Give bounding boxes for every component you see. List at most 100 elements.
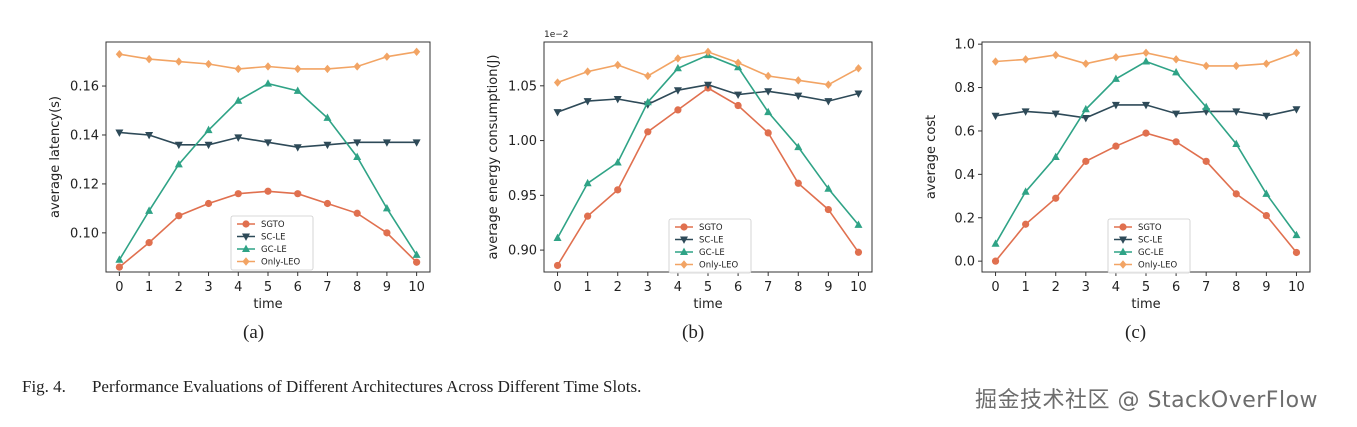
x-tick-label: 9 bbox=[383, 280, 391, 295]
figure-caption-text: Performance Evaluations of Different Arc… bbox=[91, 377, 642, 396]
data-point-sc-le bbox=[204, 141, 213, 150]
y-tick-label: 1.0 bbox=[954, 38, 975, 53]
legend-marker bbox=[242, 257, 250, 266]
y-axis-label: average latency(s) bbox=[48, 96, 63, 218]
x-tick-label: 5 bbox=[704, 280, 712, 295]
data-point-sc-le bbox=[613, 95, 622, 104]
legend-box bbox=[230, 215, 314, 271]
data-point-gc-le bbox=[553, 233, 562, 242]
legend-label: SGTO bbox=[1138, 223, 1162, 233]
data-point-gc-le bbox=[613, 158, 622, 166]
data-point-sc-le bbox=[234, 134, 243, 142]
x-tick-label: 5 bbox=[1142, 280, 1150, 295]
x-tick-label: 1 bbox=[1021, 280, 1029, 295]
y-tick-label: 0.4 bbox=[954, 168, 975, 183]
x-tick-label: 4 bbox=[674, 280, 682, 295]
data-point-gc-le bbox=[412, 250, 421, 258]
data-point-gc-le bbox=[323, 113, 332, 121]
x-tick-label: 10 bbox=[408, 280, 425, 295]
data-point-sgto bbox=[1172, 138, 1180, 146]
data-point-sgto bbox=[1142, 129, 1150, 137]
data-point-sc-le bbox=[264, 139, 272, 147]
data-point-sc-le bbox=[1262, 112, 1271, 121]
data-point-only-leo bbox=[1202, 61, 1210, 71]
legend-marker bbox=[1119, 236, 1127, 244]
data-point-sc-le bbox=[293, 144, 302, 152]
x-tick-label: 2 bbox=[1052, 280, 1060, 295]
data-point-gc-le bbox=[1202, 102, 1211, 111]
y-tick-label: 0.12 bbox=[70, 177, 99, 192]
y-tick-label: 1.05 bbox=[508, 79, 537, 94]
data-point-only-leo bbox=[794, 76, 802, 85]
legend-label: GC-LE bbox=[261, 245, 287, 255]
data-point-only-leo bbox=[115, 50, 123, 59]
y-offset-label: 1e−2 bbox=[544, 30, 569, 40]
subfigure-label-a: (a) bbox=[243, 322, 265, 343]
data-point-only-leo bbox=[264, 62, 272, 71]
data-point-gc-le bbox=[1021, 187, 1030, 195]
data-point-gc-le bbox=[1292, 230, 1301, 239]
data-point-sgto bbox=[413, 258, 421, 266]
data-point-gc-le bbox=[174, 159, 183, 168]
x-tick-label: 7 bbox=[1202, 280, 1210, 295]
data-point-sc-le bbox=[824, 98, 833, 106]
x-tick-label: 9 bbox=[1262, 280, 1270, 295]
legend-marker bbox=[1119, 223, 1127, 231]
y-axis-label: average cost bbox=[924, 115, 939, 199]
data-point-sc-le bbox=[1292, 106, 1301, 114]
data-point-only-leo bbox=[383, 52, 391, 61]
x-tick-label: 0 bbox=[553, 280, 561, 295]
x-tick-label: 8 bbox=[1232, 280, 1240, 295]
data-point-only-leo bbox=[175, 57, 183, 66]
x-tick-label: 2 bbox=[175, 280, 183, 295]
legend-label: GC-LE bbox=[699, 248, 725, 258]
data-point-only-leo bbox=[1082, 59, 1090, 68]
chart-b: 0 1 2 3 4 5 6 7 8 9 10 0.90 0.95 1.00 1.05 time average … bbox=[486, 30, 873, 312]
data-point-sc-le bbox=[1172, 110, 1181, 119]
data-point-only-leo bbox=[991, 57, 1000, 66]
data-point-only-leo bbox=[1262, 59, 1270, 68]
x-tick-label: 8 bbox=[353, 280, 361, 295]
y-tick-label: 0.8 bbox=[954, 81, 975, 96]
data-point-sgto bbox=[734, 101, 742, 110]
data-point-gc-le bbox=[794, 142, 803, 151]
data-point-sc-le bbox=[323, 141, 332, 150]
data-point-only-leo bbox=[1232, 61, 1240, 71]
x-tick-label: 4 bbox=[1112, 280, 1120, 295]
data-point-sgto bbox=[1112, 142, 1120, 150]
data-point-sc-le bbox=[991, 112, 1000, 121]
data-point-only-leo bbox=[674, 54, 682, 63]
data-point-gc-le bbox=[1232, 139, 1241, 147]
data-point-sgto bbox=[1232, 190, 1240, 198]
data-point-sgto bbox=[794, 179, 802, 187]
x-tick-label: 10 bbox=[1288, 280, 1305, 295]
data-point-gc-le bbox=[1051, 152, 1060, 160]
x-tick-label: 3 bbox=[644, 280, 652, 295]
data-point-gc-le bbox=[764, 107, 773, 116]
data-point-gc-le bbox=[204, 125, 213, 134]
data-point-sc-le bbox=[174, 141, 183, 150]
data-point-sgto bbox=[674, 106, 682, 114]
x-tick-label: 7 bbox=[764, 280, 772, 295]
data-point-sgto bbox=[323, 199, 332, 208]
subfigure-label-c: (c) bbox=[1125, 322, 1147, 343]
y-axis-label: average energy consumption(J) bbox=[486, 55, 501, 260]
data-point-gc-le bbox=[1262, 189, 1271, 197]
data-point-sgto bbox=[584, 212, 592, 220]
data-point-sc-le bbox=[1081, 114, 1090, 123]
legend-label: Only-LEO bbox=[1138, 261, 1177, 271]
data-point-sgto bbox=[614, 186, 622, 194]
data-point-only-leo bbox=[824, 80, 832, 89]
data-point-only-leo bbox=[413, 47, 421, 56]
data-point-sgto bbox=[644, 128, 652, 136]
data-point-sgto bbox=[1052, 194, 1060, 202]
data-point-sc-le bbox=[764, 88, 773, 96]
data-point-sc-le bbox=[1111, 101, 1120, 110]
data-point-only-leo bbox=[204, 59, 213, 69]
data-point-sgto bbox=[383, 229, 391, 237]
data-point-sc-le bbox=[1051, 110, 1060, 119]
legend-box bbox=[668, 218, 752, 274]
x-tick-label: 1 bbox=[583, 280, 591, 295]
data-point-sgto bbox=[991, 257, 1000, 265]
